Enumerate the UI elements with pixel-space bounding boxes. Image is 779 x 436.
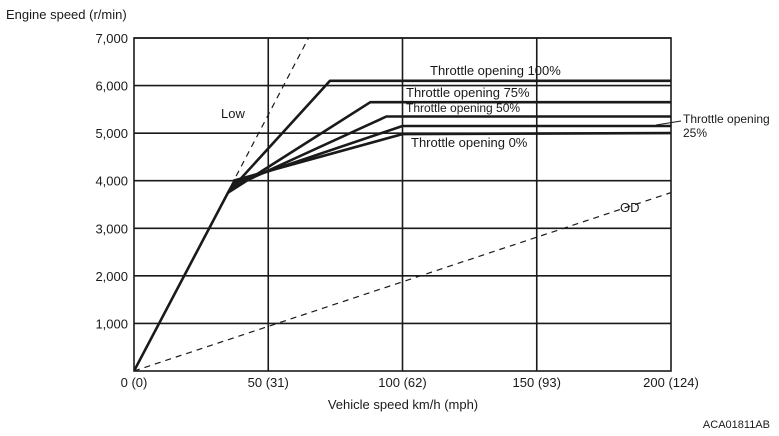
series-line-throttle-opening-75: [227, 100, 671, 194]
y-axis-ticks: 1,000 2,000 3,000 4,000 5,000 6,000 7,000: [95, 31, 128, 331]
throttle-25-leader-line: [655, 120, 682, 126]
label-od: OD: [620, 200, 640, 215]
figure-code: ACA01811AB: [703, 419, 770, 431]
y-tick-label: 5,000: [95, 126, 128, 141]
y-tick-label: 6,000: [95, 79, 128, 94]
label-throttle-25-line1: Throttle opening: [683, 112, 770, 126]
y-tick-label: 7,000: [95, 31, 128, 46]
label-throttle-75: Throttle opening 75%: [406, 85, 530, 100]
x-axis-ticks: 0 (0) 50 (31) 100 (62) 150 (93) 200 (124): [121, 375, 699, 390]
y-tick-label: 2,000: [95, 269, 128, 284]
series-layer: [134, 38, 671, 371]
label-throttle-50: Throttle opening 50%: [406, 101, 520, 115]
x-tick-label: 0 (0): [121, 375, 148, 390]
series-line-throttle-opening-50: [230, 115, 671, 189]
label-throttle-25-line2: 25%: [683, 126, 707, 140]
series-line-throttle-opening-100: [227, 79, 671, 194]
x-tick-label: 150 (93): [513, 375, 561, 390]
grid-lines: [134, 37, 671, 371]
x-tick-label: 200 (124): [643, 375, 699, 390]
y-axis-label: Engine speed (r/min): [6, 7, 127, 22]
x-tick-label: 50 (31): [248, 375, 289, 390]
label-low: Low: [221, 106, 245, 121]
y-tick-label: 3,000: [95, 221, 128, 236]
y-tick-label: 4,000: [95, 174, 128, 189]
series-line-throttle-opening-0: [232, 131, 671, 182]
x-axis-label: Vehicle speed km/h (mph): [328, 397, 478, 412]
label-throttle-0: Throttle opening 0%: [411, 135, 528, 150]
y-tick-label: 1,000: [95, 316, 128, 331]
plot-frame: [133, 37, 672, 372]
label-throttle-100: Throttle opening 100%: [430, 63, 561, 78]
x-tick-label: 100 (62): [378, 375, 426, 390]
